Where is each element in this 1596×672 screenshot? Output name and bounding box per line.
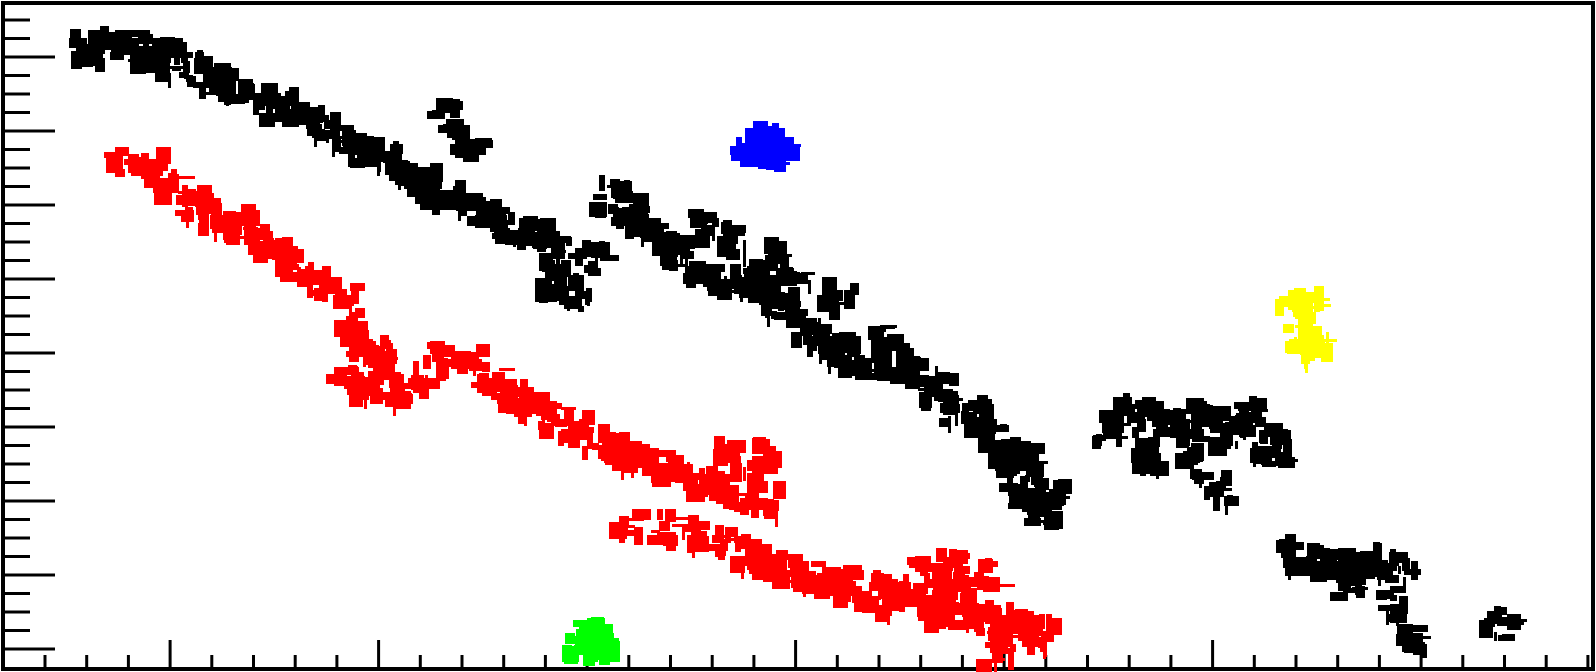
data-point: [976, 627, 1016, 672]
data-point: [757, 283, 798, 327]
data-point: [1479, 606, 1527, 641]
data-point: [747, 437, 782, 474]
data-point: [609, 509, 651, 545]
data-point: [427, 341, 471, 379]
data-point: [581, 240, 619, 276]
data-point: [152, 38, 193, 88]
data-point: [744, 138, 786, 172]
data-point: [938, 389, 977, 433]
data-point: [974, 558, 1015, 592]
data-point: [453, 344, 490, 376]
data-point: [658, 455, 698, 491]
data-point: [1107, 393, 1135, 437]
series-1: [104, 147, 1062, 672]
data-point: [717, 220, 746, 267]
data-marks: [69, 26, 1527, 672]
data-point: [1032, 478, 1072, 510]
data-point: [1384, 549, 1421, 591]
data-point: [903, 556, 938, 588]
data-point: [323, 277, 365, 317]
data-point: [517, 216, 556, 250]
data-point: [868, 325, 904, 353]
data-point: [1022, 614, 1062, 659]
series-2: [730, 121, 801, 172]
data-point: [1376, 586, 1408, 626]
data-point: [497, 374, 530, 414]
data-point: [184, 50, 219, 87]
data-point: [1016, 441, 1048, 485]
data-point: [745, 481, 786, 527]
data-point: [408, 355, 446, 399]
data-point: [817, 277, 859, 320]
data-point: [554, 272, 592, 312]
data-point: [747, 539, 787, 582]
data-point: [374, 372, 413, 416]
data-point: [647, 509, 688, 551]
data-point: [536, 398, 576, 439]
axis-ticks: [5, 18, 1590, 667]
data-point: [514, 387, 550, 432]
data-point: [749, 237, 792, 279]
data-point: [475, 199, 510, 231]
series-4: [1275, 286, 1337, 373]
data-point: [1200, 470, 1239, 515]
data-point: [713, 436, 746, 482]
data-point: [685, 209, 719, 248]
data-point: [682, 515, 710, 558]
data-point: [786, 560, 819, 597]
data-point: [811, 561, 850, 599]
data-point: [1131, 437, 1169, 479]
data-point: [450, 135, 493, 162]
data-point: [776, 257, 815, 296]
data-point: [576, 627, 619, 662]
series-3: [562, 617, 620, 666]
data-point: [132, 147, 171, 188]
data-point: [936, 548, 972, 587]
data-point: [1229, 396, 1268, 438]
data-point: [1330, 563, 1369, 601]
data-point: [875, 579, 911, 625]
data-point: [1175, 443, 1204, 488]
data-point: [427, 98, 470, 140]
data-point: [833, 565, 864, 608]
data-point: [1259, 429, 1298, 468]
data-point: [1292, 286, 1331, 320]
data-point: [1396, 624, 1431, 658]
data-point: [1286, 335, 1325, 373]
series-0: [69, 26, 1527, 658]
data-point: [196, 198, 236, 242]
